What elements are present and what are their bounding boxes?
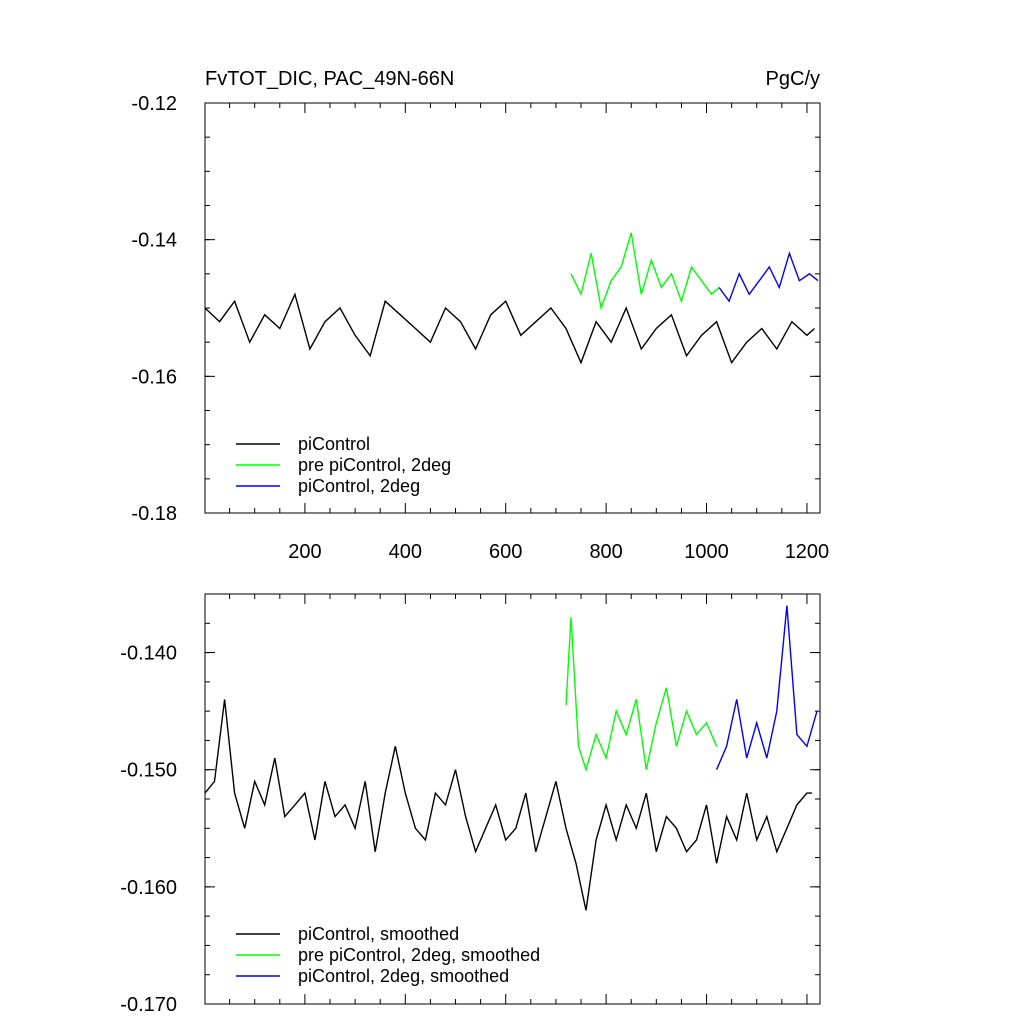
x-tick-label: 200 <box>288 541 321 563</box>
y-tick-label: -0.140 <box>120 643 177 665</box>
top-series-lines <box>204 232 819 365</box>
top-axis-ticks: 200 400 600 800 1000 1200 -0.18 -0.16 -0.14 -0.12 <box>131 93 829 563</box>
legend-label: pre piControl, 2deg <box>298 455 451 475</box>
bottom-panel: -0.170 -0.160 -0.150 -0.140 piControl, smoo… <box>120 593 821 1016</box>
bottom-axis-ticks: -0.170 -0.160 -0.150 -0.140 <box>120 593 820 1016</box>
y-tick-label: -0.12 <box>131 93 177 115</box>
y-tick-label: -0.160 <box>120 877 177 899</box>
x-tick-label: 1000 <box>684 541 729 563</box>
y-tick-label: -0.170 <box>120 994 177 1016</box>
legend-label: piControl, 2deg, smoothed <box>298 966 509 986</box>
legend-label: pre piControl, 2deg, smoothed <box>298 945 540 965</box>
top-title-right: PgC/y <box>766 68 820 90</box>
series-line <box>718 251 819 303</box>
top-panel: FvTOT_DIC, PAC_49N-66N PgC/y 200 400 600 80… <box>131 68 829 563</box>
y-tick-label: -0.18 <box>131 503 177 525</box>
bottom-series-lines <box>204 605 818 911</box>
series-line <box>570 232 720 311</box>
legend-label: piControl, smoothed <box>298 924 459 944</box>
x-tick-label: 1200 <box>785 541 830 563</box>
y-tick-label: -0.14 <box>131 230 177 252</box>
top-title-left: FvTOT_DIC, PAC_49N-66N <box>205 68 454 90</box>
series-line <box>204 699 812 911</box>
y-tick-label: -0.16 <box>131 366 177 388</box>
y-tick-label: -0.150 <box>120 760 177 782</box>
x-tick-label: 800 <box>589 541 622 563</box>
x-tick-label: 600 <box>489 541 522 563</box>
series-line <box>204 292 815 365</box>
x-tick-label: 400 <box>389 541 422 563</box>
series-line <box>715 605 818 770</box>
legend-label: piControl <box>298 434 370 454</box>
legend-label: piControl, 2deg <box>298 476 420 496</box>
series-line <box>565 617 718 773</box>
